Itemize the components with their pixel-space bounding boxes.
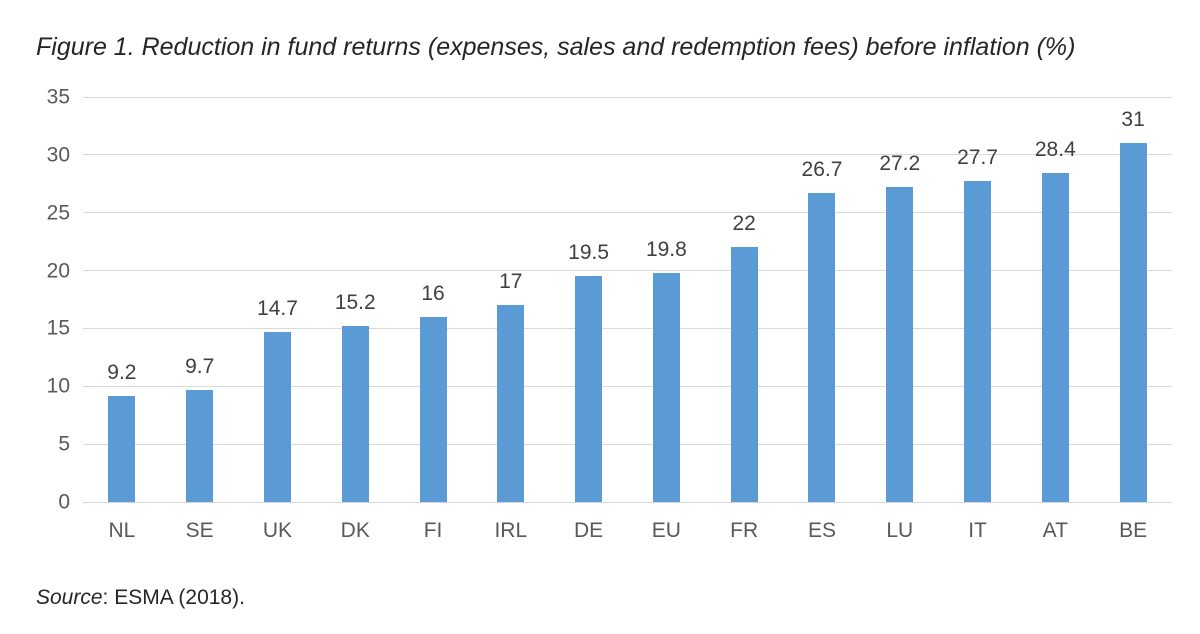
bar-irl bbox=[497, 305, 525, 502]
x-axis-category-label: IT bbox=[968, 519, 987, 542]
gridline bbox=[83, 443, 1172, 445]
bar-es bbox=[808, 193, 836, 502]
bar-it bbox=[964, 181, 992, 502]
x-axis-category-label: LU bbox=[886, 519, 914, 542]
gridline bbox=[83, 385, 1172, 387]
value-label-lu: 27.2 bbox=[879, 152, 921, 176]
bar-lu bbox=[886, 187, 914, 502]
value-label-de: 19.5 bbox=[568, 241, 610, 265]
x-axis-category-label: UK bbox=[262, 519, 293, 542]
bar-de bbox=[575, 276, 603, 502]
x-axis-category-label: NL bbox=[108, 519, 136, 542]
x-axis-category-label: IRL bbox=[494, 519, 528, 542]
value-label-at: 28.4 bbox=[1034, 138, 1076, 162]
value-label-be: 31 bbox=[1121, 108, 1145, 132]
bar-se bbox=[186, 389, 214, 502]
x-axis-category-label: FI bbox=[423, 519, 443, 542]
gridline bbox=[83, 270, 1172, 272]
x-axis-category-label: EU bbox=[651, 519, 681, 542]
source-text: : ESMA (2018). bbox=[102, 586, 245, 609]
value-label-dk: 15.2 bbox=[334, 291, 376, 315]
value-label-eu: 19.8 bbox=[645, 237, 687, 261]
value-label-irl: 17 bbox=[499, 270, 523, 294]
y-axis-tick-label: 35 bbox=[46, 85, 70, 109]
bar-chart: 0 5 10 15 20 25 30 35 9.2 9.7 14.7 15.2 16 17 19.5 19.… bbox=[18, 87, 1172, 547]
y-axis-tick-label: 15 bbox=[46, 316, 70, 340]
x-axis-category-label: FR bbox=[730, 519, 759, 542]
x-axis-category-label: DE bbox=[574, 519, 604, 542]
value-label-it: 27.7 bbox=[957, 146, 998, 170]
y-axis-tick-label: 10 bbox=[46, 374, 70, 398]
bar-be bbox=[1119, 143, 1147, 502]
bar-fr bbox=[730, 247, 758, 502]
y-axis-tick-label: 20 bbox=[46, 259, 70, 283]
x-axis: NL SE UK DK FI IRL DE EU FR ES LU IT AT BE bbox=[83, 519, 1172, 547]
x-axis-category-label: SE bbox=[185, 519, 214, 542]
bar-fi bbox=[419, 316, 447, 502]
value-label-fr: 22 bbox=[732, 212, 756, 236]
y-axis-tick-label: 0 bbox=[58, 490, 70, 514]
y-axis-tick-label: 30 bbox=[46, 143, 70, 167]
x-axis-category-label: BE bbox=[1119, 519, 1148, 542]
bar-eu bbox=[652, 272, 680, 502]
x-axis-category-label: ES bbox=[807, 519, 836, 542]
bar-at bbox=[1041, 173, 1069, 502]
source-label: Source bbox=[36, 586, 103, 609]
value-label-uk: 14.7 bbox=[257, 296, 298, 320]
value-label-fi: 16 bbox=[421, 281, 445, 305]
y-axis-tick-label: 5 bbox=[58, 432, 70, 456]
plot-area: 9.2 9.7 14.7 15.2 16 17 19.5 19.8 22 26.7 27.2 27.7… bbox=[83, 96, 1172, 503]
source-note: Source: ESMA (2018). bbox=[36, 586, 245, 610]
bar-uk bbox=[263, 331, 291, 502]
x-axis-category-label: AT bbox=[1042, 519, 1068, 542]
bar-nl bbox=[108, 395, 136, 502]
x-axis-line bbox=[83, 501, 1172, 503]
value-label-es: 26.7 bbox=[801, 158, 843, 182]
gridline bbox=[83, 154, 1172, 156]
figure-title: Figure 1. Reduction in fund returns (exp… bbox=[36, 33, 1076, 61]
gridline bbox=[83, 327, 1172, 329]
value-label-nl: 9.2 bbox=[107, 360, 137, 384]
bar-dk bbox=[341, 326, 369, 502]
x-axis-category-label: DK bbox=[340, 519, 370, 542]
gridline bbox=[83, 212, 1172, 214]
value-label-se: 9.7 bbox=[185, 354, 215, 378]
y-axis-tick-label: 25 bbox=[46, 201, 70, 225]
y-axis: 0 5 10 15 20 25 30 35 bbox=[18, 87, 70, 513]
gridline bbox=[83, 96, 1172, 98]
